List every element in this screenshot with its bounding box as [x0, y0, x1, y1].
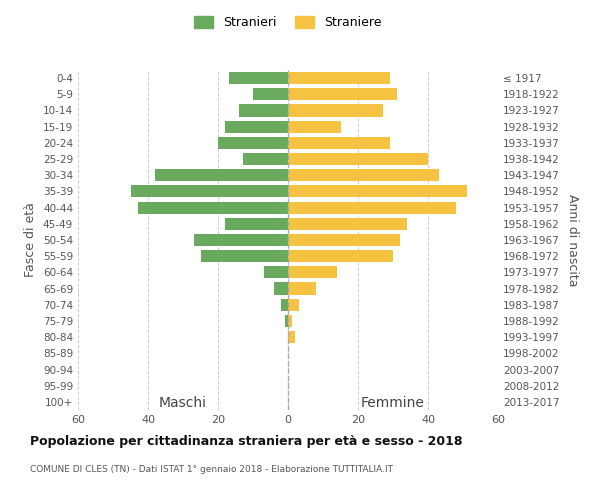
Text: COMUNE DI CLES (TN) - Dati ISTAT 1° gennaio 2018 - Elaborazione TUTTITALIA.IT: COMUNE DI CLES (TN) - Dati ISTAT 1° genn… [30, 465, 393, 474]
Bar [225, 120, 288, 132]
Bar [225, 218, 288, 230]
Bar [242, 153, 288, 165]
Bar [253, 88, 288, 101]
Bar [288, 153, 428, 165]
Bar [288, 234, 400, 246]
Bar [200, 250, 288, 262]
Bar [288, 104, 383, 117]
Text: Popolazione per cittadinanza straniera per età e sesso - 2018: Popolazione per cittadinanza straniera p… [30, 435, 463, 448]
Bar [288, 186, 467, 198]
Bar [137, 202, 288, 213]
Bar [288, 88, 397, 101]
Bar [284, 315, 288, 327]
Text: Femmine: Femmine [361, 396, 425, 410]
Bar [288, 282, 316, 294]
Bar [288, 331, 295, 343]
Bar [130, 186, 288, 198]
Bar [193, 234, 288, 246]
Bar [229, 72, 288, 84]
Y-axis label: Fasce di età: Fasce di età [25, 202, 37, 278]
Bar [288, 218, 407, 230]
Bar [274, 282, 288, 294]
Bar [288, 169, 439, 181]
Bar [288, 137, 389, 149]
Legend: Stranieri, Straniere: Stranieri, Straniere [190, 11, 386, 34]
Text: Maschi: Maschi [159, 396, 207, 410]
Bar [288, 250, 393, 262]
Bar [263, 266, 288, 278]
Bar [281, 298, 288, 311]
Bar [288, 266, 337, 278]
Bar [288, 72, 389, 84]
Bar [155, 169, 288, 181]
Bar [288, 298, 299, 311]
Bar [218, 137, 288, 149]
Bar [288, 315, 292, 327]
Bar [288, 202, 456, 213]
Bar [288, 120, 341, 132]
Y-axis label: Anni di nascita: Anni di nascita [566, 194, 579, 286]
Bar [239, 104, 288, 117]
